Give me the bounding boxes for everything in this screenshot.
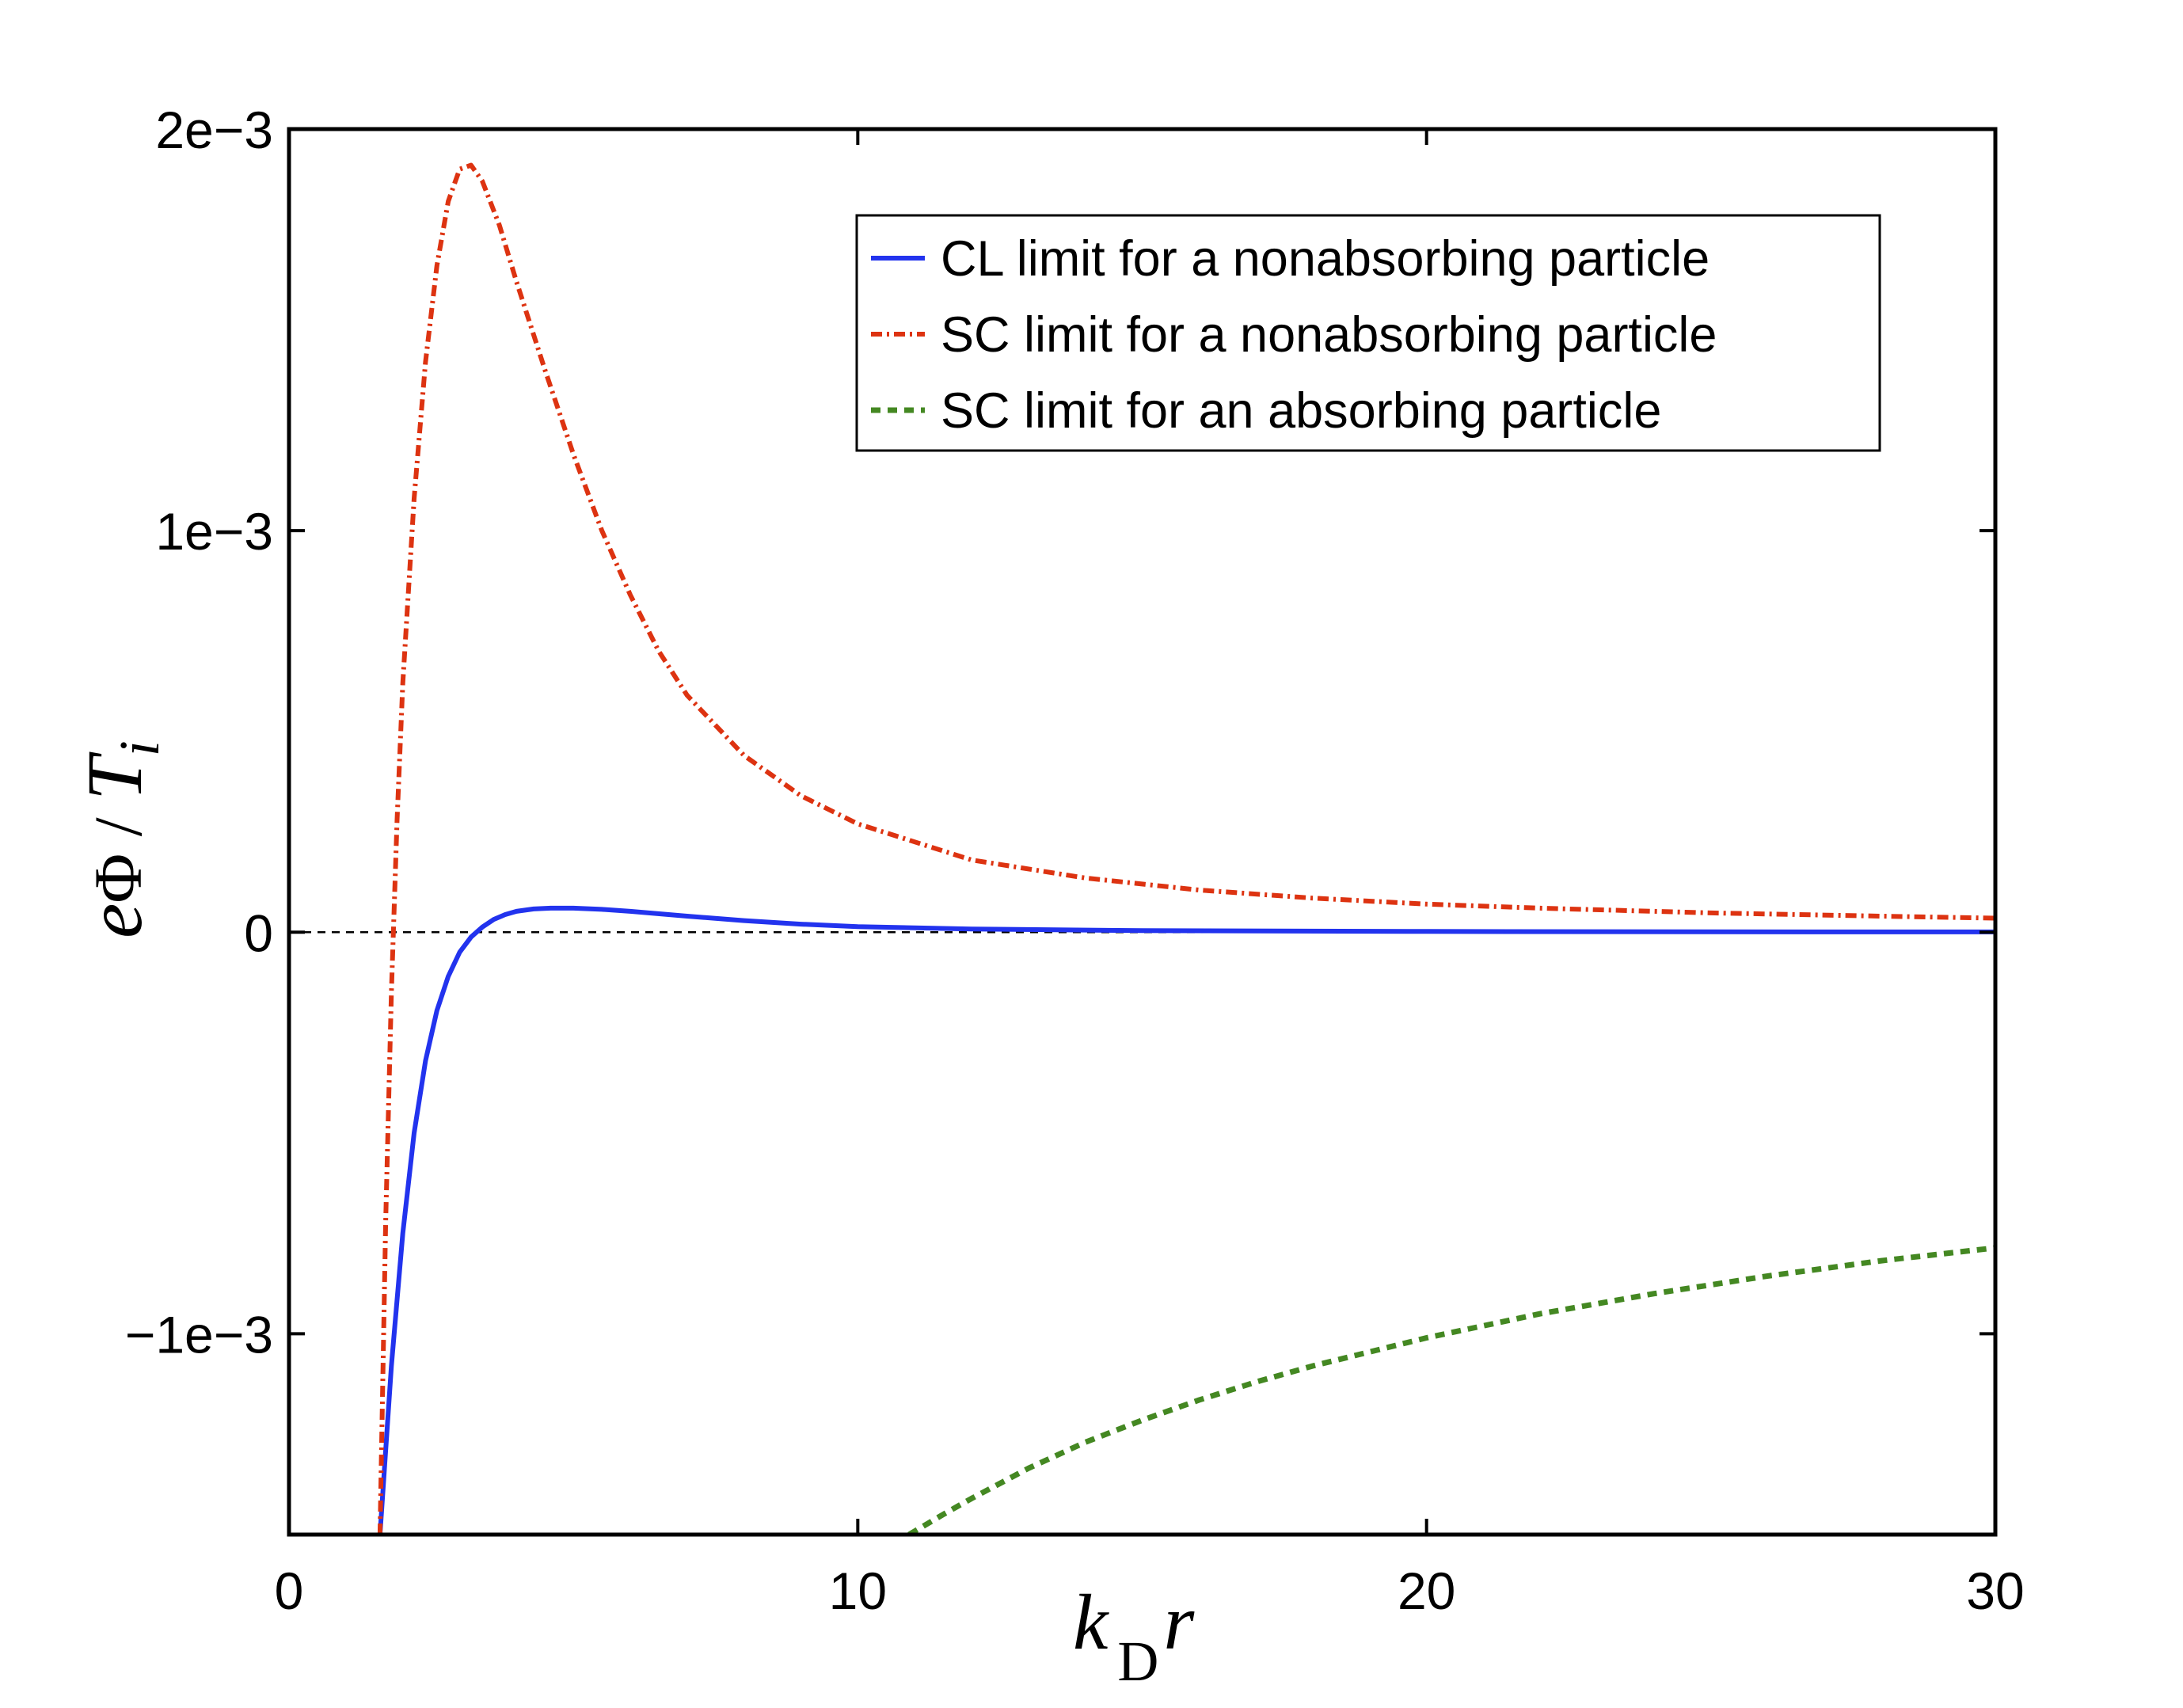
series-line-sc-absorbing (907, 1245, 1995, 1535)
x-tick-label: 30 (1966, 1562, 2024, 1620)
legend-label-sc-absorbing: SC limit for an absorbing particle (941, 383, 1661, 439)
legend-label-cl-nonabsorbing: CL limit for a nonabsorbing particle (941, 231, 1710, 287)
y-tick-label: 1e−3 (155, 502, 273, 561)
legend-box (855, 214, 1881, 452)
y-tick-label: 0 (244, 903, 273, 962)
svg-text:eΦ / Ti: eΦ / Ti (70, 740, 171, 938)
x-tick-label: 0 (275, 1562, 304, 1620)
plot-frame (287, 127, 1998, 1537)
series-line-cl-nonabsorbing (377, 905, 1995, 1535)
x-tick-label: 10 (829, 1562, 887, 1620)
y-axis-label: eΦ / Ti (70, 740, 171, 938)
legend-label-sc-nonabsorbing: SC limit for a nonabsorbing particle (941, 307, 1717, 363)
y-axis-ticks: 2e−3 1e−3 0 −1e−3 (125, 101, 1995, 1364)
y-tick-label: 2e−3 (155, 101, 273, 159)
series-line-sc-nonabsorbing (377, 162, 1995, 1535)
x-axis-ticks: 0 10 20 30 (275, 129, 2025, 1620)
legend: CL limit for a nonabsorbing particle SC … (855, 214, 1881, 452)
x-tick-label: 20 (1398, 1562, 1455, 1620)
y-tick-label: −1e−3 (125, 1305, 273, 1364)
x-axis-label: k Dr (1073, 1578, 1195, 1693)
